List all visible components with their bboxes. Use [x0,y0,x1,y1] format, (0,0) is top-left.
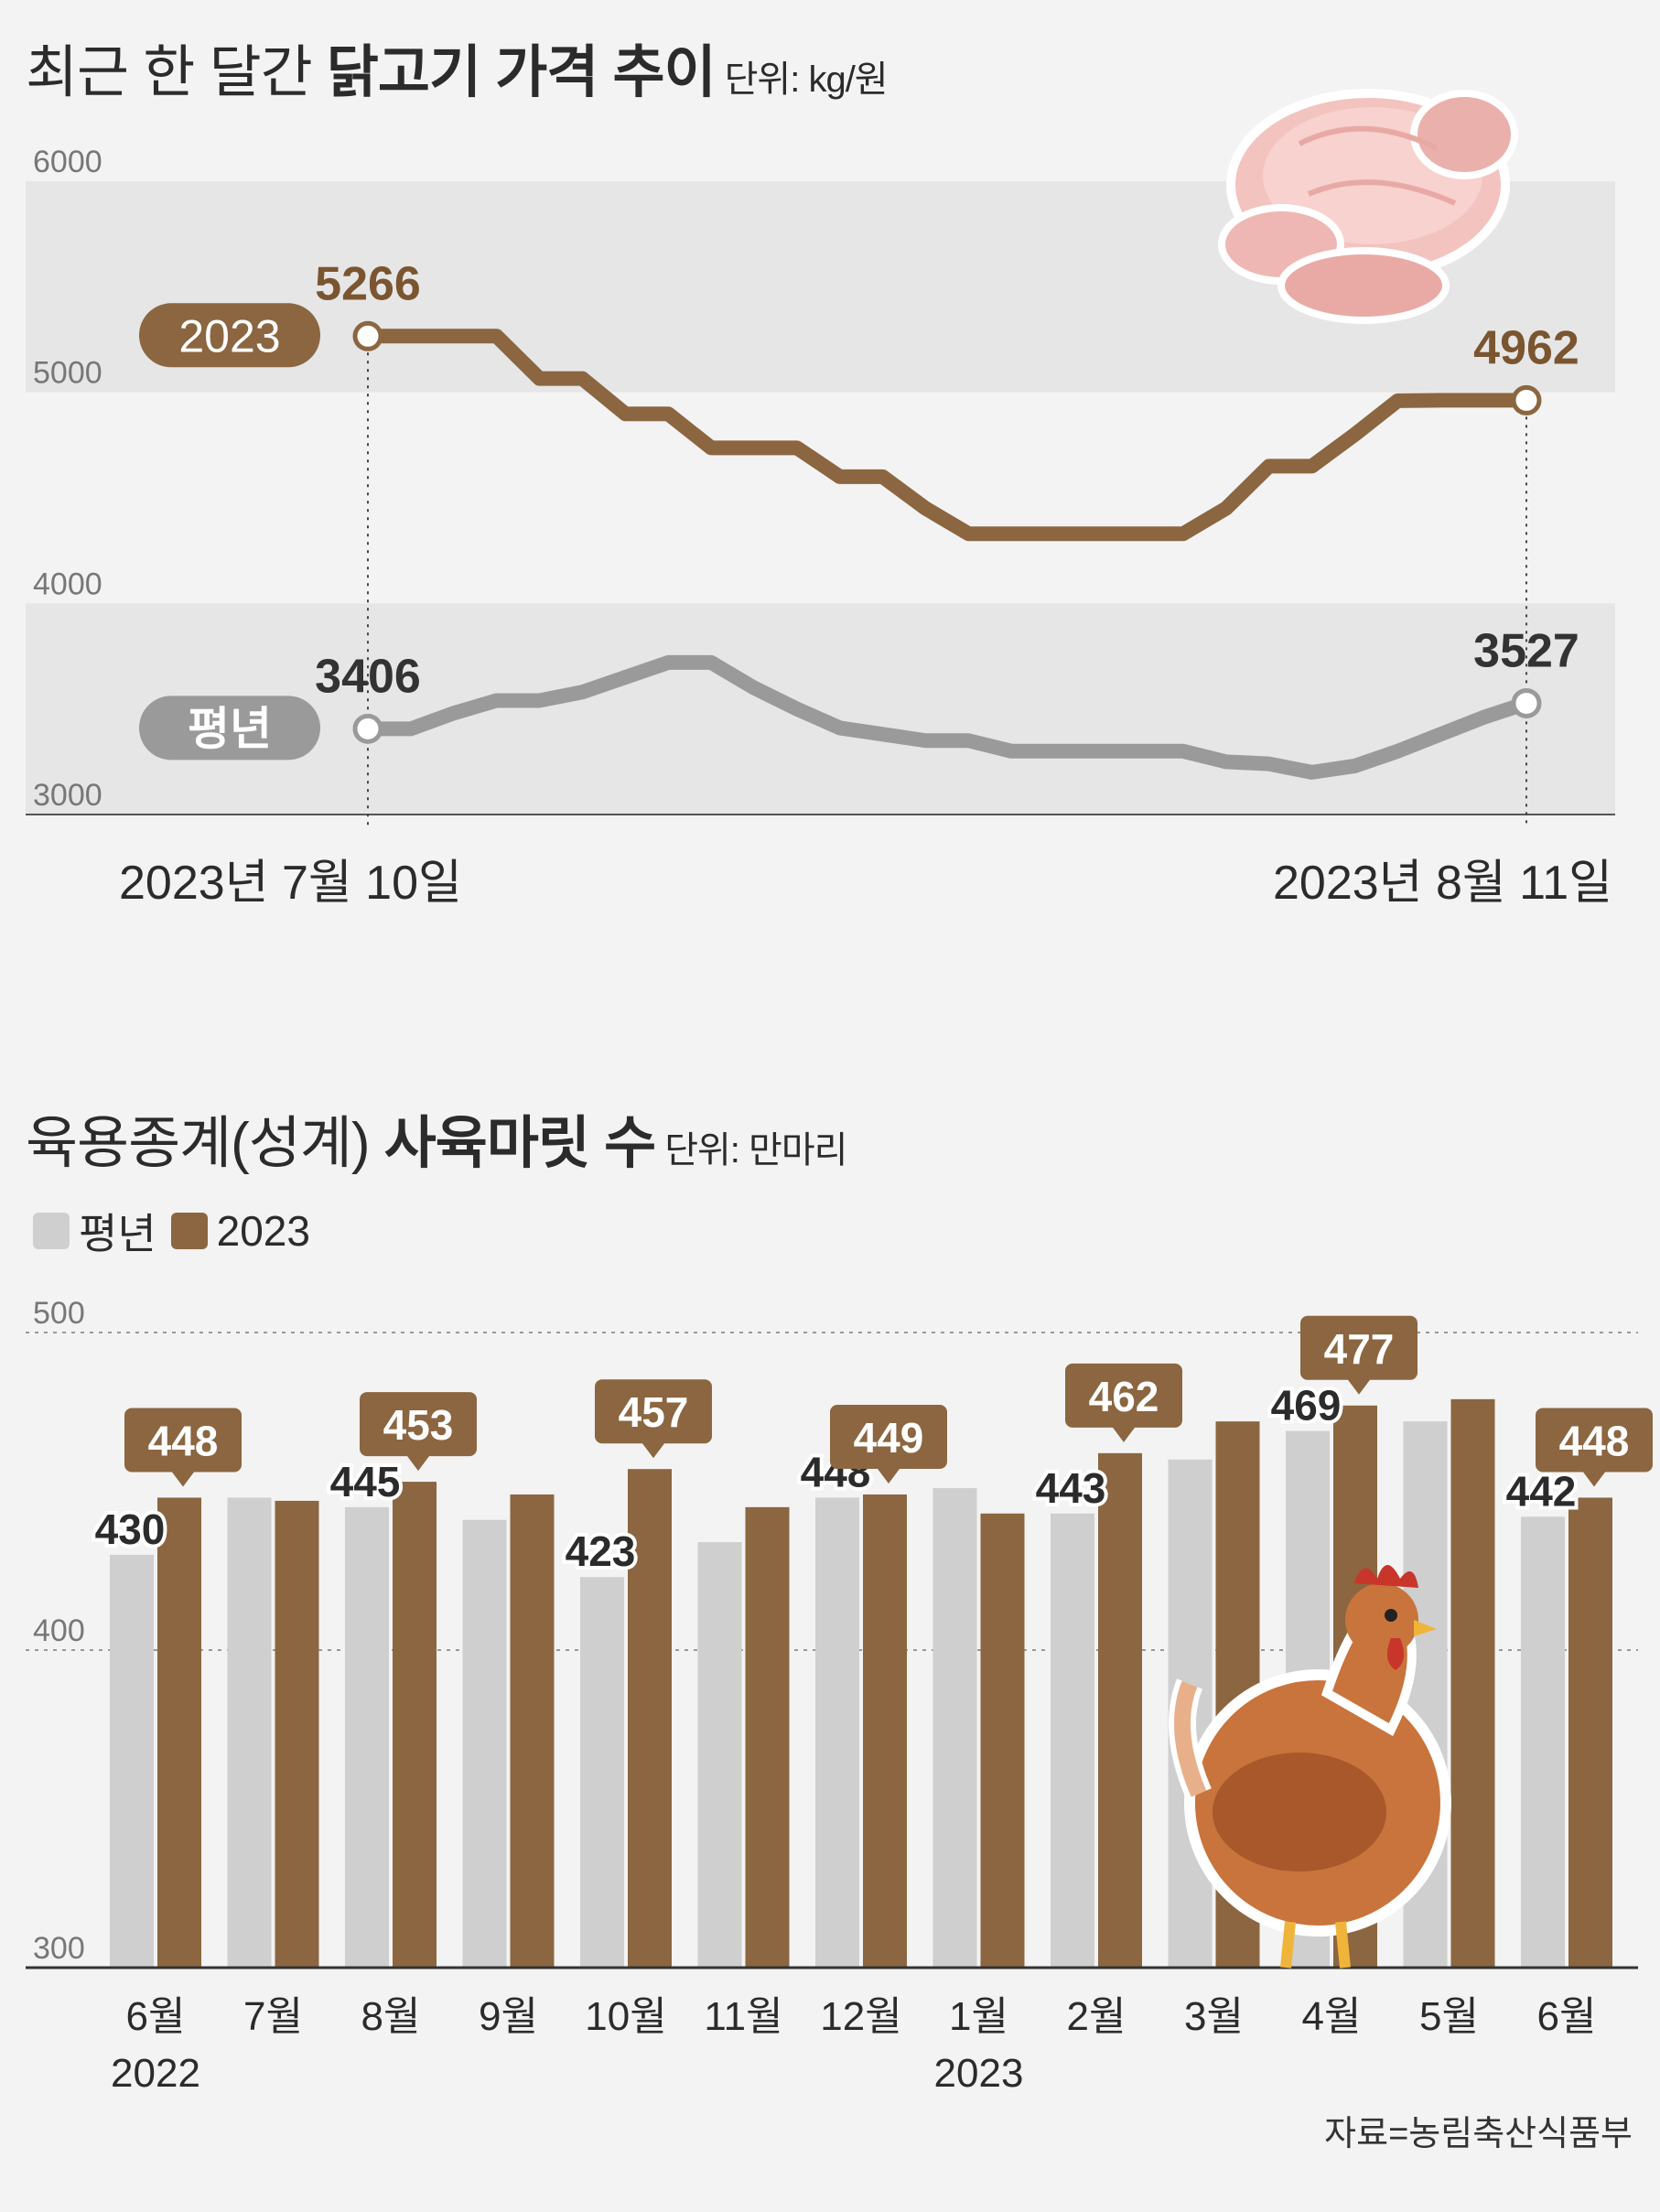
endpoint-value-label: 3527 [1473,624,1579,677]
y-tick-label: 3000 [33,778,102,813]
chart2-legend: 평년 2023 [33,1201,316,1261]
x-category-label: 11월 [704,1994,782,2039]
bar-2023 [510,1494,555,1968]
chart2-title: 육용종계(성계) 사육마릿 수 단위: 만마리 [26,1096,847,1179]
value-callout-label: 448 [1559,1417,1630,1464]
value-callout-label: 448 [148,1417,219,1464]
bar-2023 [393,1482,437,1968]
avg-value-label: 469 [1271,1382,1342,1430]
bar-2023 [1450,1398,1495,1968]
bar-avg [227,1497,272,1968]
avg-value-label: 423 [566,1527,636,1575]
value-callout-box [360,1392,477,1472]
x-category-label: 10월 [585,1994,666,2039]
source-note: 자료=농림축산식품부 [1324,2115,1633,2153]
value-callout-box [830,1404,947,1484]
bar-2023 [157,1497,201,1968]
value-callout-label: 453 [383,1401,454,1449]
bar-2023 [1568,1497,1612,1968]
endpoint-value-label: 4962 [1473,321,1579,374]
chart1-title: 최근 한 달간 닭고기 가격 추이 단위: kg/원 [26,26,889,108]
bar-avg [697,1542,742,1968]
value-callout-label: 449 [854,1414,924,1462]
x-year-label: 2023 [934,2051,1024,2096]
bar-avg [110,1554,154,1968]
value-callout-box [595,1379,712,1459]
value-callout-label: 477 [1324,1325,1395,1373]
bar-2023 [863,1494,907,1968]
y-tick-label: 300 [33,1931,85,1966]
y-tick-label: 500 [33,1296,85,1331]
endpoint-value-label: 3406 [315,650,421,703]
series-endpoint-1 [1511,687,1542,718]
title2-regular: 육용종계(성계) [26,1112,384,1175]
series-line-0 [361,329,1534,542]
avg-value-label: 443 [1036,1464,1106,1512]
legend-swatch-avg [33,1213,70,1249]
legend-label-2023: 2023 [216,1207,310,1255]
series-name-label: 평년 [188,703,272,754]
value-callout-box [1065,1363,1182,1442]
y-tick-label: 5000 [33,356,102,391]
series-name-label: 2023 [178,310,280,361]
hen-illustration [1153,1547,1492,1991]
x-category-label: 9월 [479,1994,538,2039]
x-category-label: 7월 [243,1994,303,2039]
x-category-label: 4월 [1302,1994,1362,2039]
series-name-pill [139,303,320,368]
bar-2023 [1098,1452,1142,1968]
title1-regular: 최근 한 달간 [26,41,327,104]
legend-item-avg: 평년 [33,1201,156,1261]
x-category-label: 12월 [820,1994,901,2039]
bar-avg [580,1577,624,1968]
endpoint-value-label: 5266 [315,257,421,310]
y-tick-label: 400 [33,1613,85,1648]
value-callout-label: 457 [619,1388,689,1436]
legend-label-avg: 평년 [79,1210,156,1257]
x-category-label: 1월 [949,1994,1008,2039]
series-endpoint-1 [352,713,383,744]
bar-2023 [275,1500,319,1968]
y-tick-label: 6000 [33,145,102,179]
x-category-label: 8월 [361,1994,421,2039]
chart2-unit: 단위: 만마리 [664,1130,847,1171]
chart1-unit: 단위: kg/원 [724,59,889,100]
x-date-label: 2023년 8월 11일 [1273,857,1612,910]
x-category-label: 6월 [1537,1994,1597,2039]
title1-bold: 닭고기 가격 추이 [326,41,717,104]
value-callout-label: 462 [1089,1373,1159,1420]
value-callout-box [124,1408,242,1487]
x-year-label: 2022 [111,2051,200,2096]
bar-2023 [628,1469,672,1968]
value-callout-box [1300,1315,1417,1395]
x-category-label: 6월 [126,1994,186,2039]
series-name-pill [139,696,320,761]
title2-bold: 사육마릿 수 [383,1112,656,1175]
x-date-label: 2023년 7월 10일 [119,857,462,910]
bar-avg [932,1488,977,1968]
x-category-label: 2월 [1067,1994,1126,2039]
legend-item-2023: 2023 [170,1206,310,1256]
bar-2023 [745,1506,790,1968]
bar-avg [815,1497,859,1968]
y-tick-label: 4000 [33,566,102,601]
avg-value-label: 445 [330,1458,401,1505]
x-category-label: 3월 [1184,1994,1244,2039]
bar-2023 [980,1513,1025,1968]
bar-avg [1051,1513,1094,1968]
bar-avg [1521,1516,1565,1968]
legend-swatch-2023 [170,1213,208,1249]
raw-chicken-illustration [1180,57,1528,354]
series-endpoint-0 [1511,384,1542,415]
value-callout-box [1536,1408,1653,1487]
x-category-label: 5월 [1419,1994,1479,2039]
series-line-1 [361,654,1534,780]
bar-avg [345,1506,389,1968]
bar-avg [462,1519,507,1968]
avg-value-label: 442 [1506,1467,1577,1515]
avg-value-label: 430 [95,1505,166,1553]
series-endpoint-0 [352,320,383,351]
